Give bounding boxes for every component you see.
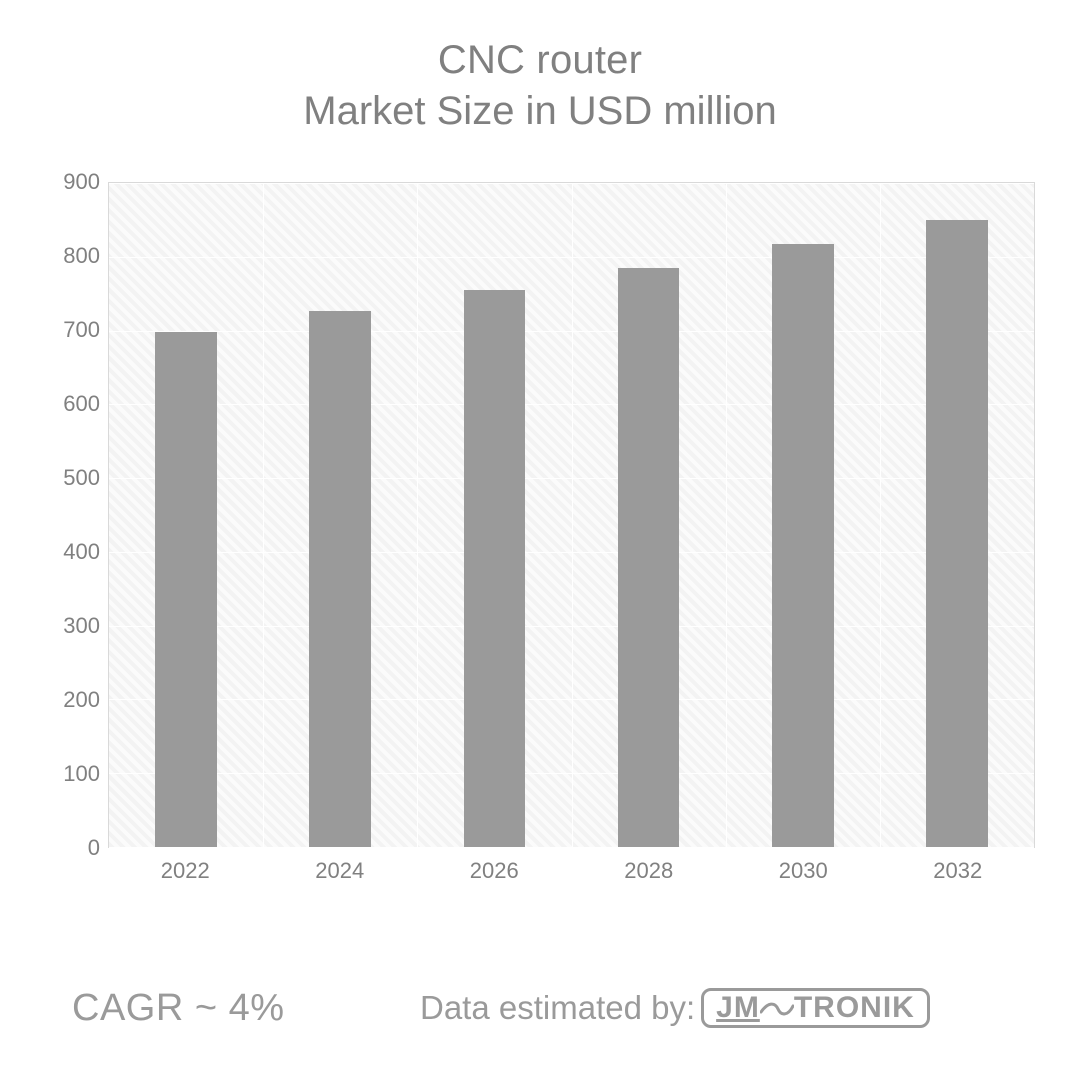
bar: [618, 268, 680, 847]
brand-logo: JM TRONIK: [701, 988, 930, 1028]
y-tick-label: 800: [50, 243, 100, 269]
bar: [155, 332, 217, 847]
estimated-prefix: Data estimated by:: [420, 989, 695, 1027]
x-tick-label: 2026: [470, 858, 519, 884]
bar-chart: 0100200300400500600700800900 20222024202…: [50, 172, 1035, 888]
chart-title: CNC router: [0, 38, 1080, 83]
bar: [309, 311, 371, 847]
chart-footer: CAGR ~ 4% Data estimated by: JM TRONIK: [0, 978, 1080, 1038]
x-axis: 2022 2024 2026 2028 2030 2032: [108, 848, 1035, 888]
x-tick-label: 2032: [933, 858, 982, 884]
y-tick-label: 500: [50, 465, 100, 491]
y-tick-label: 600: [50, 391, 100, 417]
plot-area: [108, 182, 1035, 848]
y-tick-label: 700: [50, 317, 100, 343]
y-tick-label: 400: [50, 539, 100, 565]
chart-subtitle: Market Size in USD million: [0, 89, 1080, 134]
y-axis: 0 100 200 300 400 500 600 700 800 900: [50, 172, 108, 888]
y-tick-label: 0: [50, 835, 100, 861]
y-tick-label: 100: [50, 761, 100, 787]
bar: [464, 290, 526, 847]
logo-text-tronik: TRONIK: [794, 993, 915, 1023]
y-tick-label: 900: [50, 169, 100, 195]
y-tick-label: 200: [50, 687, 100, 713]
bar: [772, 244, 834, 847]
logo-swoosh-icon: [760, 993, 794, 1023]
chart-titles: CNC router Market Size in USD million: [0, 0, 1080, 134]
data-source: Data estimated by: JM TRONIK: [420, 988, 930, 1028]
x-tick-label: 2022: [161, 858, 210, 884]
logo-text-jm: JM: [716, 993, 760, 1023]
page: CNC router Market Size in USD million 0 1…: [0, 0, 1080, 1080]
y-tick-label: 300: [50, 613, 100, 639]
x-tick-label: 2024: [315, 858, 364, 884]
x-tick-label: 2028: [624, 858, 673, 884]
x-tick-label: 2030: [779, 858, 828, 884]
cagr-label: CAGR ~ 4%: [72, 987, 285, 1030]
bars-container: [109, 183, 1034, 847]
bar: [926, 220, 988, 847]
